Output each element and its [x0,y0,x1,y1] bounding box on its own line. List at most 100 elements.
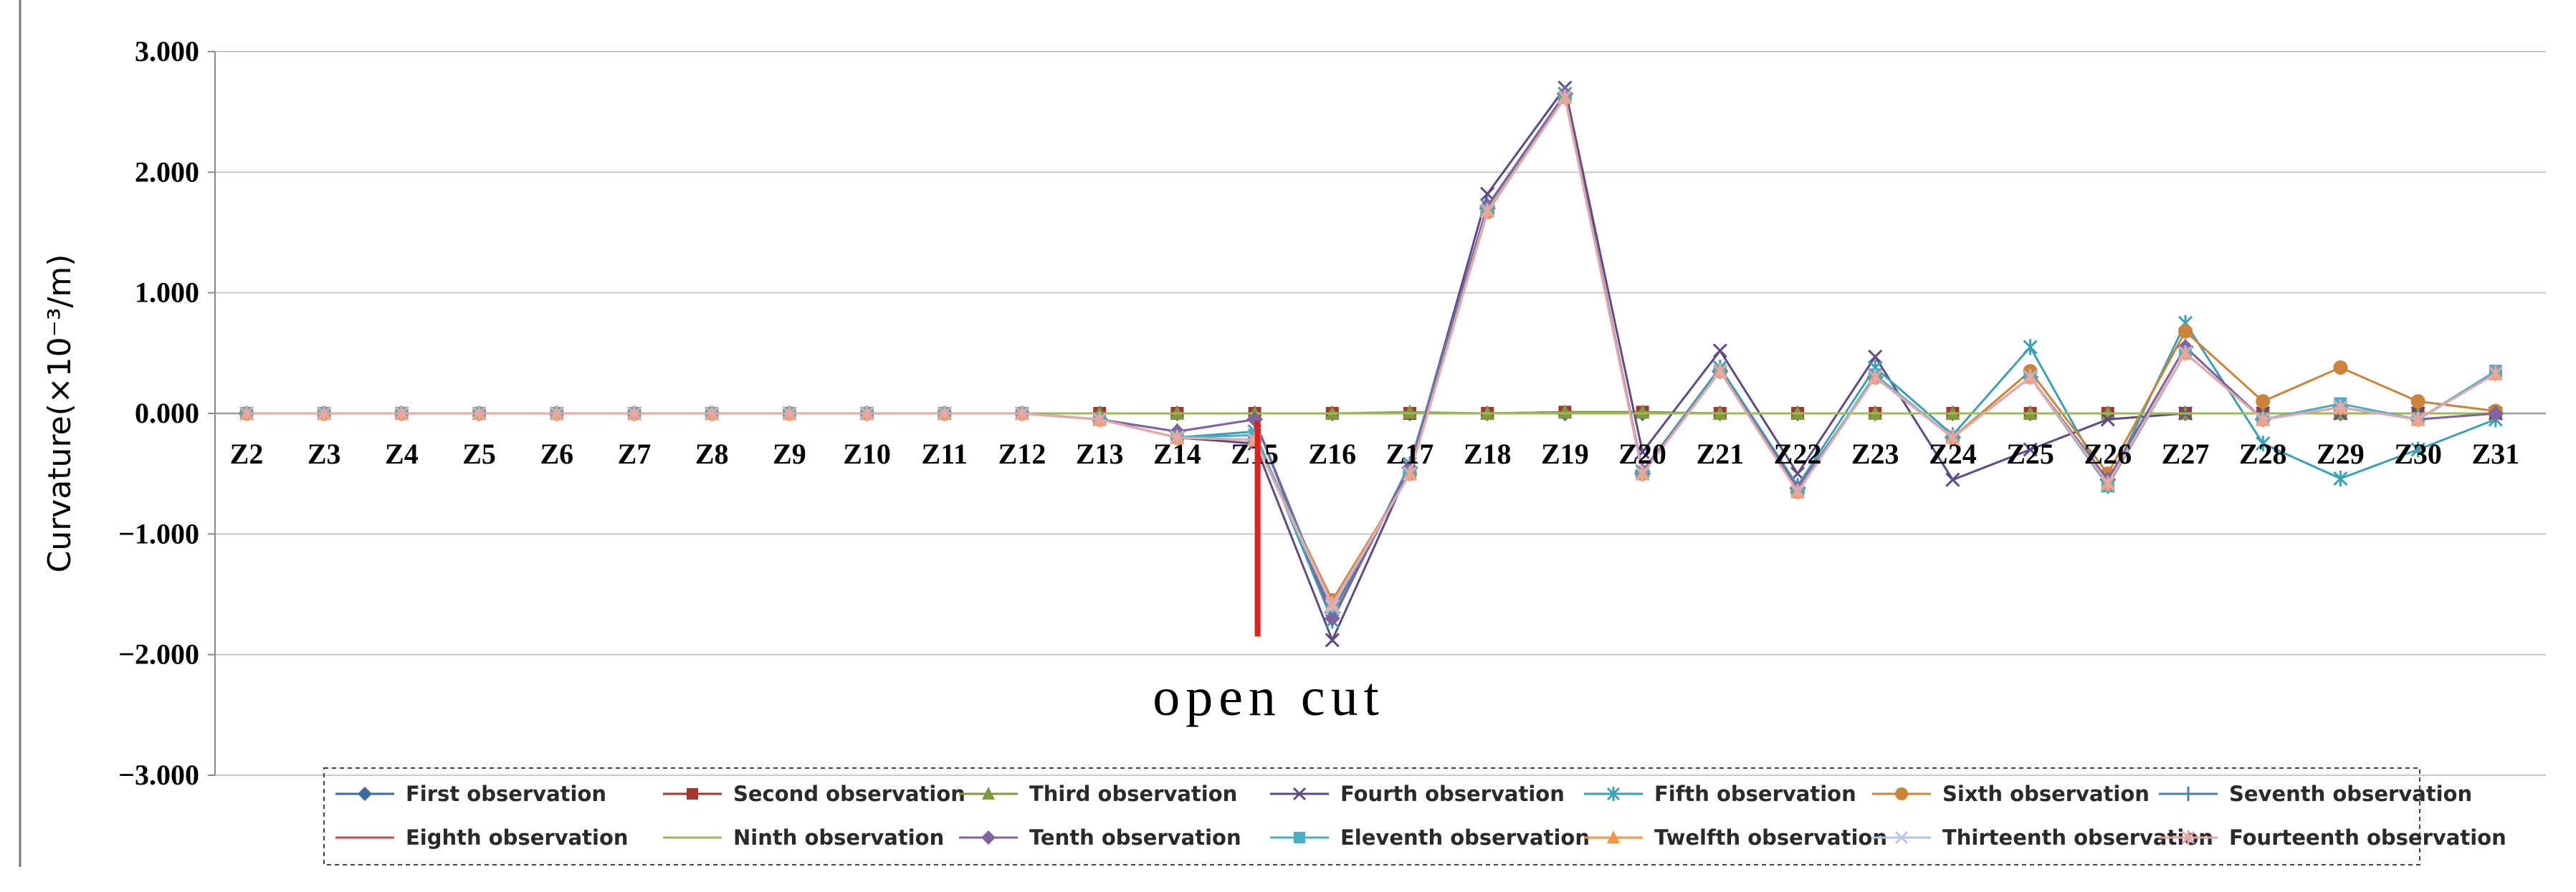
legend-label: Eleventh observation [1340,825,1590,850]
y-tick-labels: 3.000 2.000 1.000 0.000 −1.000 −2.000 −3.000 [118,35,199,791]
data-point [1606,787,1621,801]
x-tick-label: Z19 [1541,438,1589,470]
data-point [1403,404,1417,419]
x-tick-label: Z16 [1308,438,1356,470]
x-tick-label: Z9 [773,438,806,470]
x-tick-labels: Z2Z3Z4Z5Z6Z7Z8Z9Z10Z11Z12Z13Z14Z15Z16Z17… [230,438,2519,470]
legend-item-second-observation: Second observation [663,782,965,806]
legend-item-eleventh-observation: Eleventh observation [1270,825,1590,850]
data-point [626,406,642,421]
data-point [1635,466,1650,482]
data-point [2256,436,2271,452]
legend-item-fifth-observation: Fifth observation [1584,782,1856,806]
data-point [2177,345,2193,361]
x-tick-label: Z11 [922,438,968,470]
data-point [1557,404,1573,419]
data-point [2256,411,2271,428]
x-tick-label: Z14 [1153,438,1201,470]
data-point [1895,787,1908,800]
data-point [1868,369,1883,385]
data-point [239,406,254,421]
x-tick-label: Z4 [385,438,419,470]
legend-label: Seventh observation [2229,782,2472,806]
y-tick-label: 1.000 [135,277,199,309]
y-tick-label: −2.000 [118,638,199,671]
data-point [1712,343,1727,358]
data-point [705,406,720,421]
x-tick-label: Z2 [230,438,264,470]
data-point [1557,89,1573,105]
series-third-observation [239,404,2503,420]
legend-label: Twelfth observation [1654,825,1887,850]
x-tick-label: Z10 [843,438,891,470]
data-point [549,406,564,421]
data-point [1712,363,1727,380]
data-point [2100,412,2115,427]
data-point [2023,369,2038,385]
data-point [1894,830,1909,845]
data-point [2256,394,2271,409]
y-tick-label: 2.000 [135,155,199,188]
legend-item-first-observation: First observation [335,782,606,806]
legend-label: Fourth observation [1340,782,1565,806]
data-point [687,788,698,800]
data-point [1868,349,1883,364]
data-point [2181,830,2195,845]
x-tick-label: Z28 [2239,438,2287,470]
data-point [1292,787,1307,801]
open-cut-label: open cut [1153,667,1385,727]
x-tick-label: Z26 [2084,438,2132,470]
x-tick-label: Z18 [1464,438,1512,470]
legend-item-fourth-observation: Fourth observation [1270,782,1565,806]
data-point [2023,339,2038,355]
x-tick-label: Z12 [998,438,1046,470]
annotation-layer: open cut [1153,421,1385,727]
x-tick-label: Z20 [1618,438,1666,470]
data-point [1635,404,1650,419]
x-tick-label: Z25 [2006,438,2054,470]
legend-label: Eighth observation [406,825,629,850]
y-tick-label: −1.000 [118,517,199,550]
data-point [1945,472,1960,487]
data-point [1607,830,1620,843]
x-tick-label: Z7 [618,438,652,470]
data-point [2100,475,2115,491]
legend-label: Fourteenth observation [2229,825,2506,850]
series-twelfth-observation [239,89,2503,610]
series-fourth-observation [239,80,2503,648]
y-tick-label: −3.000 [118,759,199,791]
series-fourteenth-observation [239,89,2503,612]
grid-lines [215,51,2546,776]
data-point [2333,470,2348,486]
data-point [2488,365,2503,382]
legend-item-seventh-observation: Seventh observation [2159,782,2472,806]
data-point [2410,441,2425,458]
data-point [394,406,409,421]
x-tick-label: Z22 [1774,438,1822,470]
data-point [937,406,952,421]
data-point [782,406,797,421]
series-line [247,95,2496,607]
legend-label: Tenth observation [1029,825,1241,850]
data-point [1325,633,1340,648]
data-point [1324,610,1340,627]
data-point [2181,787,2195,801]
legend-label: Third observation [1029,782,1237,806]
data-point [982,787,995,800]
data-point [2333,399,2348,416]
data-point [2410,394,2425,409]
data-point [1402,466,1418,482]
legend-item-tenth-observation: Tenth observation [959,825,1241,850]
series-line [247,95,2496,609]
x-tick-label: Z8 [695,438,729,470]
legend-label: Fifth observation [1654,782,1856,806]
x-tick-label: Z29 [2317,438,2365,470]
legend-label: First observation [406,782,606,806]
legend-item-sixth-observation: Sixth observation [1872,782,2150,806]
data-point [472,406,487,421]
legend: First observation Second observation Third… [323,767,2506,865]
series-line [247,85,2496,643]
series-fifth-observation [239,85,2503,629]
data-point [981,830,996,845]
